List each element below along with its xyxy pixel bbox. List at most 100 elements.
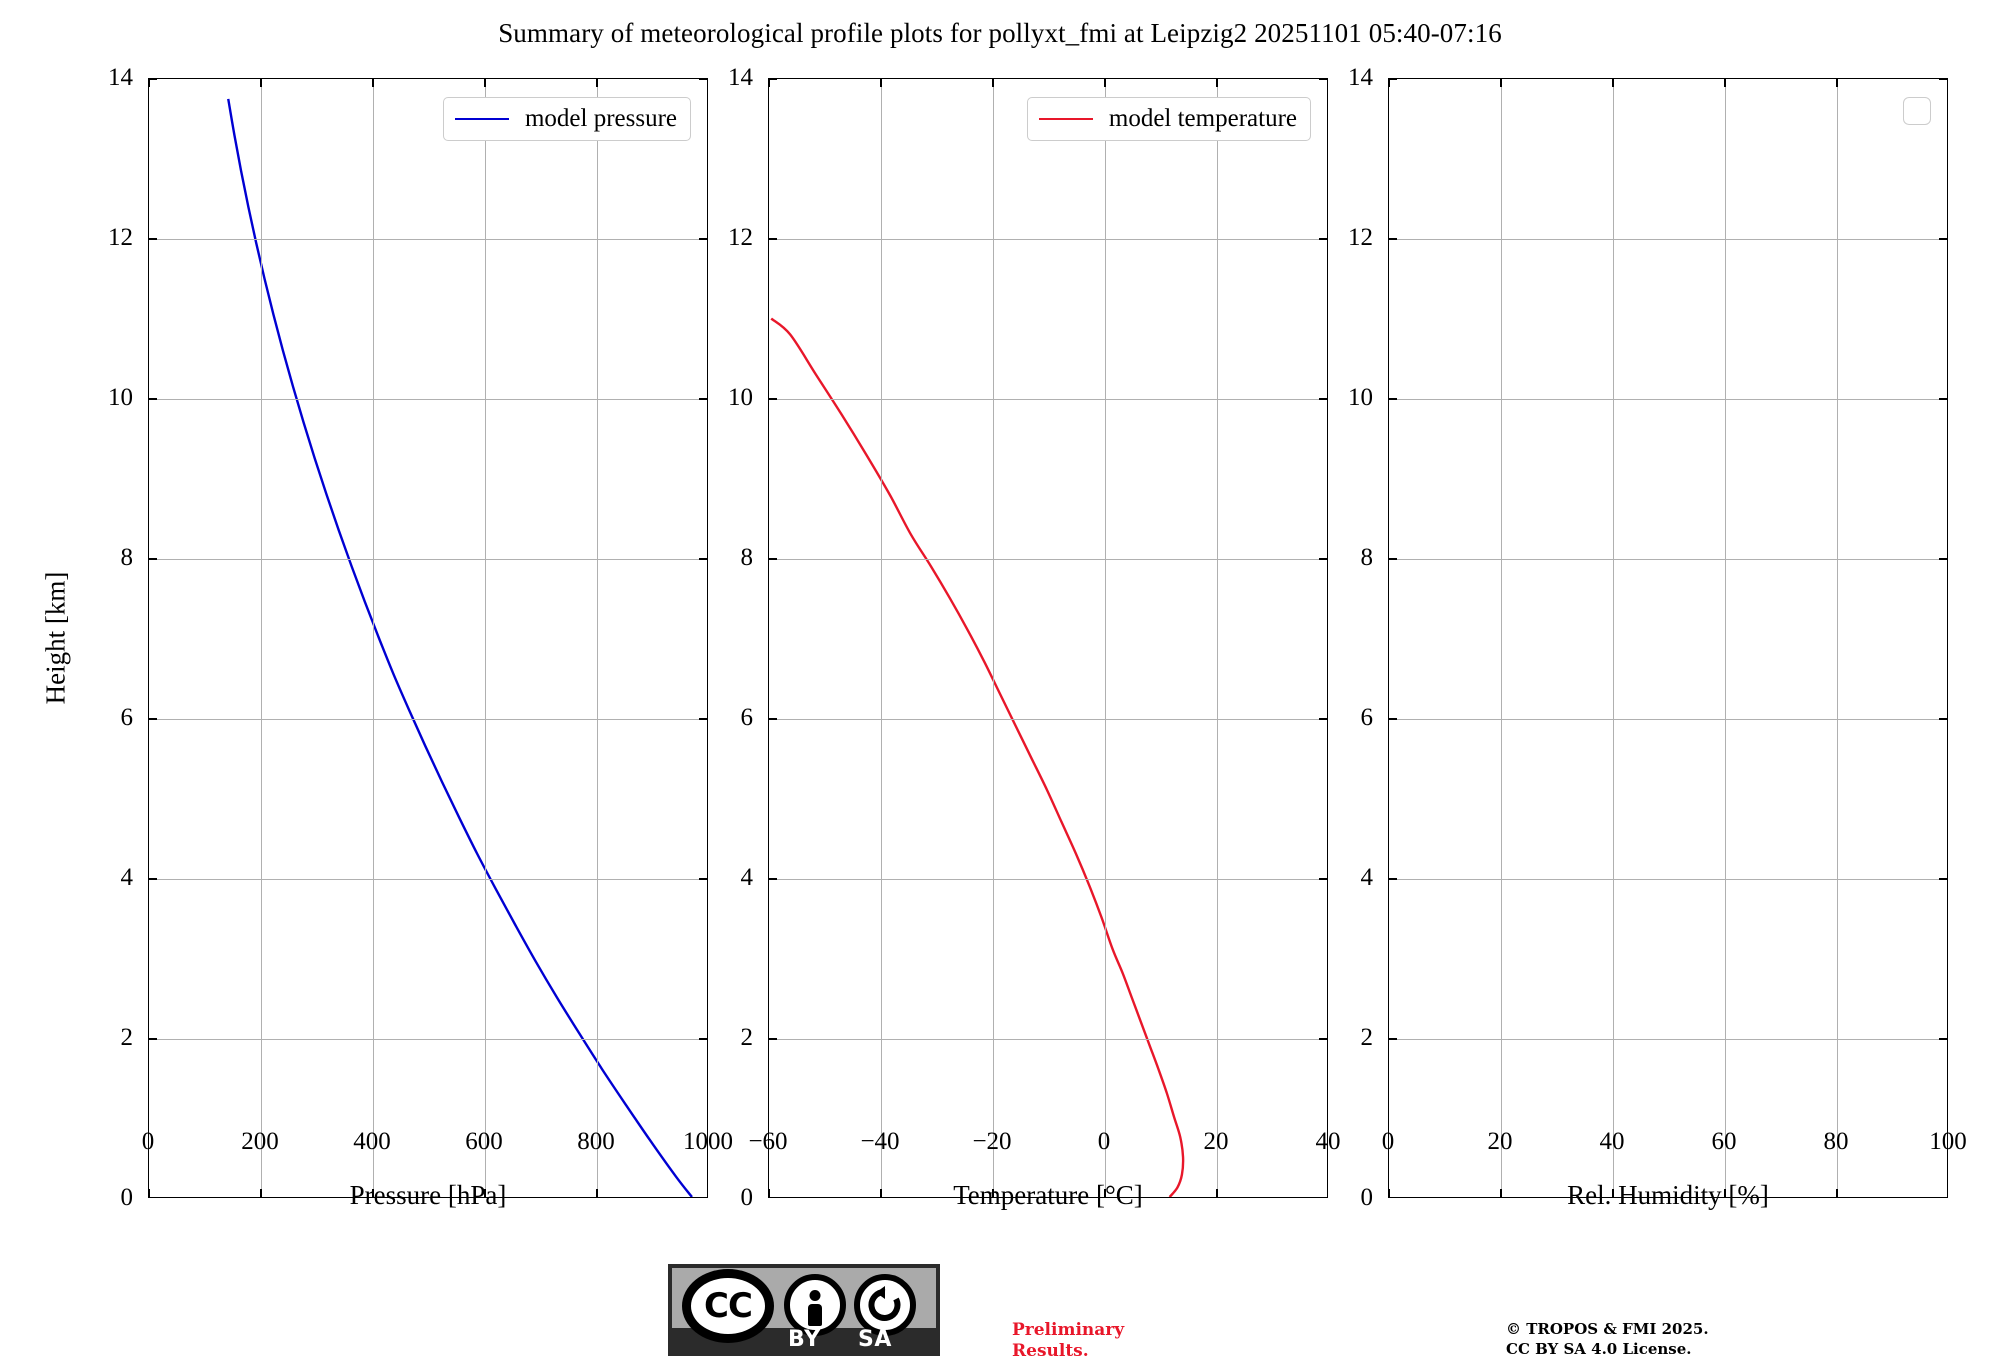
copyright-line-2: CC BY SA 4.0 License. xyxy=(1506,1339,1692,1358)
series-canvas xyxy=(769,79,1327,1197)
x-axis-tick xyxy=(880,79,882,87)
legend-humidity-empty[interactable] xyxy=(1903,97,1931,125)
x-tick-label: 60 xyxy=(1711,1128,1737,1155)
gridline-vertical xyxy=(881,79,882,1197)
x-axis-tick xyxy=(1216,1189,1218,1197)
x-axis-tick xyxy=(596,79,598,87)
y-axis-tick xyxy=(769,878,777,880)
x-axis-tick xyxy=(992,1189,994,1197)
x-tick-label: 100 xyxy=(1929,1128,1967,1155)
y-axis-tick xyxy=(769,398,777,400)
gridline-horizontal xyxy=(769,719,1327,720)
cc-sa-caption: SA xyxy=(858,1327,892,1352)
x-axis-tick xyxy=(1612,79,1614,87)
data-line-temperature xyxy=(771,319,1183,1197)
y-axis-tick xyxy=(699,878,707,880)
y-axis-tick xyxy=(149,1038,157,1040)
y-axis-tick xyxy=(699,558,707,560)
y-axis-tick xyxy=(1389,398,1397,400)
y-axis-tick xyxy=(769,238,777,240)
x-axis-tick xyxy=(484,79,486,87)
x-axis-tick xyxy=(992,79,994,87)
page-title: Summary of meteorological profile plots … xyxy=(498,18,1502,48)
y-tick-label: 10 xyxy=(728,384,753,411)
y-axis-tick xyxy=(149,398,157,400)
x-axis-tick xyxy=(769,79,770,87)
x-axis-tick xyxy=(149,1189,150,1197)
copyright-note: © TROPOS & FMI 2025. CC BY SA 4.0 Licens… xyxy=(1506,1320,1709,1359)
y-axis-tick xyxy=(1319,79,1327,80)
gridline-vertical xyxy=(485,79,486,1197)
y-tick-label: 10 xyxy=(1348,384,1373,411)
y-axis-tick xyxy=(149,878,157,880)
y-axis-tick xyxy=(1939,558,1947,560)
x-axis-tick xyxy=(372,79,374,87)
y-tick-label: 12 xyxy=(1348,224,1373,251)
y-tick-label: 14 xyxy=(728,64,753,91)
cc-by-caption: BY xyxy=(788,1327,821,1352)
gridline-vertical xyxy=(1217,79,1218,1197)
gridline-horizontal xyxy=(1389,559,1947,560)
gridline-horizontal xyxy=(1389,239,1947,240)
legend-pressure[interactable]: model pressure xyxy=(442,97,691,141)
y-tick-label: 14 xyxy=(1348,64,1373,91)
x-tick-label: 20 xyxy=(1203,1128,1229,1155)
legend-line-icon xyxy=(1038,117,1093,121)
y-axis-tick xyxy=(699,79,707,80)
gridline-horizontal xyxy=(149,239,707,240)
y-axis-tick xyxy=(1389,79,1397,80)
legend-temperature[interactable]: model temperature xyxy=(1026,97,1311,141)
share-alike-arrow-icon xyxy=(868,1286,901,1321)
y-tick-label: 14 xyxy=(108,64,133,91)
plot-area-temperature xyxy=(769,79,1327,1197)
x-axis-tick xyxy=(1500,79,1502,87)
x-axis-label-pressure: Pressure [hPa] xyxy=(349,1180,507,1210)
y-axis-tick xyxy=(1939,79,1947,80)
preliminary-line-1: Preliminary xyxy=(1012,1320,1125,1340)
x-axis-tick xyxy=(1724,79,1726,87)
gridline-horizontal xyxy=(1389,879,1947,880)
y-tick-label: 2 xyxy=(1360,1024,1374,1051)
x-axis-tick xyxy=(1389,79,1390,87)
y-tick-label: 12 xyxy=(728,224,753,251)
y-tick-label: 0 xyxy=(1360,1184,1374,1211)
x-tick-label: 0 xyxy=(1097,1128,1111,1155)
x-axis-tick xyxy=(484,1189,486,1197)
gridline-vertical xyxy=(1837,79,1838,1197)
x-tick-label: 40 xyxy=(1599,1128,1625,1155)
y-axis-tick xyxy=(1939,1038,1947,1040)
x-tick-label: 0 xyxy=(141,1128,155,1155)
plot-area-pressure xyxy=(149,79,707,1197)
x-axis-tick xyxy=(880,1189,882,1197)
gridline-vertical xyxy=(993,79,994,1197)
y-axis-tick xyxy=(1389,718,1397,720)
x-axis-tick xyxy=(1612,1189,1614,1197)
y-axis-tick xyxy=(699,398,707,400)
x-axis-tick xyxy=(1389,1189,1390,1197)
gridline-horizontal xyxy=(149,399,707,400)
y-tick-label: 4 xyxy=(1360,864,1374,891)
x-axis-tick xyxy=(596,1189,598,1197)
x-tick-label: 0 xyxy=(1381,1128,1395,1155)
y-axis-tick xyxy=(1389,238,1397,240)
gridline-horizontal xyxy=(149,879,707,880)
y-tick-label: 6 xyxy=(740,704,754,731)
y-axis-tick xyxy=(699,718,707,720)
y-axis-tick xyxy=(1319,558,1327,560)
y-axis-tick xyxy=(699,1038,707,1040)
x-axis-tick xyxy=(1724,1189,1726,1197)
y-axis-tick xyxy=(149,79,157,80)
y-axis-tick xyxy=(1389,878,1397,880)
y-tick-label: 6 xyxy=(120,704,134,731)
y-axis-tick xyxy=(149,558,157,560)
y-tick-label: 8 xyxy=(740,544,754,571)
x-tick-label: 600 xyxy=(465,1128,503,1155)
gridline-horizontal xyxy=(1389,719,1947,720)
x-tick-label: 1000 xyxy=(683,1128,733,1155)
x-axis-tick xyxy=(1216,79,1218,87)
x-axis-label-temperature: Temperature [°C] xyxy=(953,1180,1143,1210)
gridline-horizontal xyxy=(769,879,1327,880)
x-axis-tick xyxy=(372,1189,374,1197)
gridline-horizontal xyxy=(149,719,707,720)
cc-by-icon xyxy=(784,1274,846,1336)
